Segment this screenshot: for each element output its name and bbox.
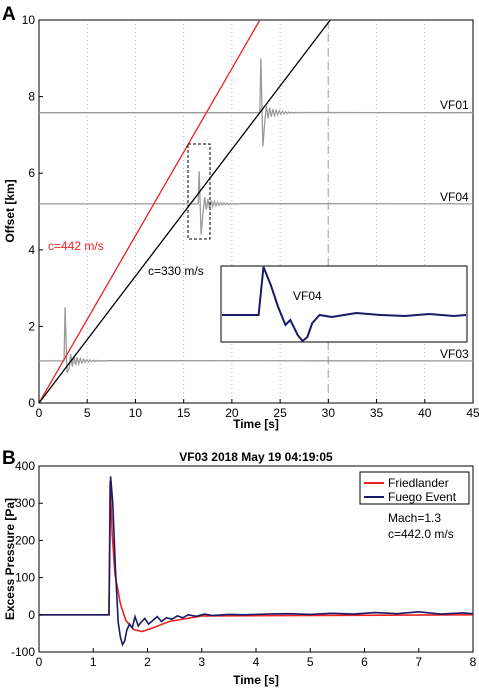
panel-a-plot: 0 5 10 15 20 25 30 35 40 45 0 2 4 6 8 10 c=442 m/s c=3… (3, 13, 479, 431)
annotation-speed: c=442.0 m/s (388, 527, 454, 541)
panel-b-x-tick-label: 0 (36, 655, 43, 669)
panel-b-legend: Friedlander Fuego Event (359, 471, 470, 505)
panel-a-x-ticks: 0 5 10 15 20 25 30 35 40 45 (36, 399, 479, 420)
panel-a-station-traces (39, 58, 474, 374)
panel-a-y-tick-label: 2 (28, 319, 35, 333)
panel-b-x-tick-label: 6 (361, 655, 368, 669)
panel-b-y-tick-label: 100 (15, 571, 35, 585)
panel-b-x-title: Time [s] (233, 673, 279, 687)
panel-a-x-tick-label: 35 (370, 406, 384, 420)
velocity-line (38, 19, 261, 404)
panel-b-x-tick-label: 1 (90, 655, 97, 669)
panel-a-x-title: Time [s] (233, 417, 279, 431)
panel-a-x-tick-label: 20 (225, 406, 239, 420)
panel-a-x-tick-label: 15 (177, 406, 191, 420)
panel-b-y-ticks: -100 0 100 200 300 400 (11, 459, 43, 659)
station-label-vf01: VF01 (440, 98, 469, 112)
panel-a-x-tick-label: 40 (418, 406, 432, 420)
panel-a-x-tick-label: 45 (466, 406, 479, 420)
panel-a-x-tick-label: 25 (273, 406, 287, 420)
annotation-c330: c=330 m/s (148, 264, 204, 278)
panel-b-y-tick-label: 0 (28, 608, 35, 622)
panel-b-y-tick-label: 400 (15, 459, 35, 473)
panel-a-x-tick-label: 10 (129, 406, 143, 420)
velocity-line (38, 19, 331, 404)
panel-b-x-tick-label: 3 (198, 655, 205, 669)
panel-a-y-tick-label: 10 (22, 13, 36, 27)
inset-frame (220, 265, 468, 343)
panel-b-x-tick-label: 4 (253, 655, 260, 669)
panel-a-y-tick-label: 0 (28, 396, 35, 410)
panel-a-y-tick-label: 8 (28, 90, 35, 104)
trace-vf01 (39, 58, 474, 147)
series-line (39, 476, 474, 647)
panel-a-plot-area (38, 19, 474, 404)
vf04-highlight-box (187, 143, 211, 240)
station-label-vf04: VF04 (440, 190, 469, 204)
panel-a-y-tick-label: 4 (28, 243, 35, 257)
annotation-mach: Mach=1.3 (388, 511, 441, 525)
panel-b-letter: B (2, 448, 16, 469)
panel-b-x-tick-label: 2 (144, 655, 151, 669)
inset-label: VF04 (293, 289, 322, 303)
vf04-inset: VF04 (220, 265, 468, 343)
legend-label-friedlander: Friedlander (388, 476, 449, 490)
panel-b-y-tick-label: 200 (15, 533, 35, 547)
panel-b-y-title: Excess Pressure [Pa] (3, 498, 17, 620)
panel-b-series (39, 476, 474, 647)
panel-a-y-title: Offset [km] (3, 179, 17, 242)
panel-b-x-ticks: 0 1 2 3 4 5 6 7 8 (36, 648, 477, 669)
trace-vf03 (39, 307, 474, 374)
legend-label-fuego: Fuego Event (388, 490, 457, 504)
panel-a-x-tick-label: 30 (322, 406, 336, 420)
legend-box (359, 471, 470, 505)
panel-a-y-tick-label: 6 (28, 166, 35, 180)
panel-a-x-tick-label: 0 (36, 406, 43, 420)
panel-a-x-tick-label: 5 (84, 406, 91, 420)
panel-b-x-tick-label: 8 (470, 655, 477, 669)
panel-b-y-tick-label: 300 (15, 496, 35, 510)
panel-b-x-tick-label: 5 (307, 655, 314, 669)
panel-a-velocity-lines (38, 19, 331, 404)
panel-b-y-tick-label: -100 (11, 645, 35, 659)
panel-b-x-tick-label: 7 (415, 655, 422, 669)
trace-vf04 (39, 171, 474, 235)
panel-a-letter: A (2, 4, 16, 25)
annotation-c442: c=442 m/s (48, 239, 104, 253)
panel-b-title: VF03 2018 May 19 04:19:05 (179, 450, 333, 464)
inset-waveform (222, 266, 467, 343)
panel-a-y-ticks: 0 2 4 6 8 10 (22, 13, 43, 410)
station-label-vf03: VF03 (440, 347, 469, 361)
